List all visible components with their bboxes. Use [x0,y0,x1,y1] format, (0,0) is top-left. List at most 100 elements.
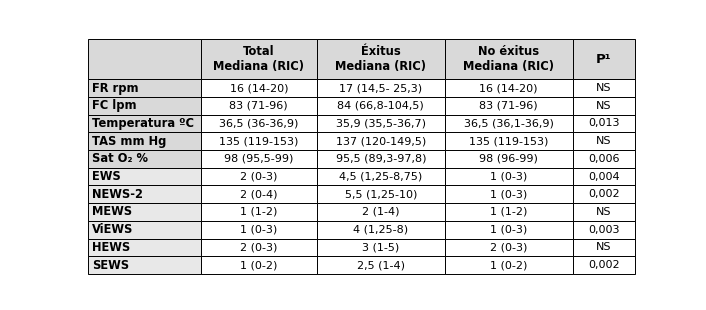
Text: 36,5 (36,1-36,9): 36,5 (36,1-36,9) [464,118,554,128]
Text: 98 (95,5-99): 98 (95,5-99) [224,154,294,164]
Bar [201,115,317,132]
Bar [317,97,445,115]
Text: ViEWS: ViEWS [92,223,133,236]
Text: EWS: EWS [92,170,121,183]
Bar [573,115,635,132]
Bar [88,115,201,132]
Text: FC lpm: FC lpm [92,99,137,112]
Text: NS: NS [597,207,612,217]
Bar [88,185,201,203]
Text: 0,006: 0,006 [588,154,620,164]
Bar [573,256,635,274]
Bar [88,97,201,115]
Bar [88,39,201,79]
Bar [573,97,635,115]
Text: 1 (1-2): 1 (1-2) [240,207,277,217]
Text: 0,002: 0,002 [588,260,620,270]
Text: No éxitus
Mediana (RIC): No éxitus Mediana (RIC) [463,45,554,73]
Text: 4,5 (1,25-8,75): 4,5 (1,25-8,75) [339,171,422,182]
Bar [317,150,445,168]
Bar [201,132,317,150]
Bar [317,185,445,203]
Text: Temperatura ºC: Temperatura ºC [92,117,194,130]
Text: NEWS-2: NEWS-2 [92,188,143,201]
Text: 2,5 (1-4): 2,5 (1-4) [357,260,405,270]
Bar [317,239,445,256]
Text: NS: NS [597,83,612,93]
Text: 36,5 (36-36,9): 36,5 (36-36,9) [219,118,299,128]
Bar [88,221,201,239]
Text: P¹: P¹ [596,53,612,66]
Bar [88,203,201,221]
Text: 4 (1,25-8): 4 (1,25-8) [353,225,408,235]
Bar [573,150,635,168]
Bar [88,79,201,97]
Text: 1 (0-3): 1 (0-3) [240,225,277,235]
Text: SEWS: SEWS [92,259,129,272]
Bar [201,256,317,274]
Bar [88,256,201,274]
Text: 95,5 (89,3-97,8): 95,5 (89,3-97,8) [335,154,426,164]
Bar [445,39,573,79]
Bar [573,239,635,256]
Text: 2 (0-3): 2 (0-3) [240,171,277,182]
Bar [573,221,635,239]
Bar [317,132,445,150]
Bar [88,239,201,256]
Text: NS: NS [597,101,612,111]
Bar [317,168,445,185]
Text: FR rpm: FR rpm [92,82,139,95]
Text: 0,003: 0,003 [588,225,620,235]
Bar [573,185,635,203]
Bar [201,39,317,79]
Bar [317,221,445,239]
Bar [88,150,201,168]
Bar [317,115,445,132]
Bar [201,239,317,256]
Bar [445,239,573,256]
Text: 1 (0-3): 1 (0-3) [490,171,527,182]
Text: 137 (120-149,5): 137 (120-149,5) [335,136,426,146]
Text: 135 (119-153): 135 (119-153) [469,136,549,146]
Text: 1 (0-2): 1 (0-2) [240,260,277,270]
Text: 0,004: 0,004 [588,171,620,182]
Bar [445,79,573,97]
Bar [201,79,317,97]
Text: MEWS: MEWS [92,206,132,219]
Bar [445,132,573,150]
Text: Total
Mediana (RIC): Total Mediana (RIC) [213,45,304,73]
Bar [445,150,573,168]
Bar [445,185,573,203]
Text: 17 (14,5- 25,3): 17 (14,5- 25,3) [340,83,422,93]
Text: 83 (71-96): 83 (71-96) [229,101,288,111]
Bar [573,132,635,150]
Bar [201,203,317,221]
Text: 2 (0-4): 2 (0-4) [240,189,277,199]
Text: 5,5 (1,25-10): 5,5 (1,25-10) [345,189,417,199]
Text: 1 (0-3): 1 (0-3) [490,225,527,235]
Bar [88,132,201,150]
Bar [317,39,445,79]
Text: HEWS: HEWS [92,241,131,254]
Text: 2 (1-4): 2 (1-4) [362,207,400,217]
Bar [88,168,201,185]
Text: 1 (0-3): 1 (0-3) [490,189,527,199]
Bar [573,168,635,185]
Text: NS: NS [597,136,612,146]
Text: 16 (14-20): 16 (14-20) [229,83,288,93]
Text: 35,9 (35,5-36,7): 35,9 (35,5-36,7) [336,118,426,128]
Text: 0,002: 0,002 [588,189,620,199]
Text: 0,013: 0,013 [588,118,620,128]
Bar [573,39,635,79]
Bar [317,256,445,274]
Bar [201,168,317,185]
Bar [201,185,317,203]
Text: 135 (119-153): 135 (119-153) [219,136,299,146]
Bar [445,115,573,132]
Bar [201,150,317,168]
Text: TAS mm Hg: TAS mm Hg [92,135,167,148]
Text: 2 (0-3): 2 (0-3) [490,242,527,252]
Text: 1 (0-2): 1 (0-2) [490,260,527,270]
Text: 2 (0-3): 2 (0-3) [240,242,277,252]
Text: 1 (1-2): 1 (1-2) [490,207,527,217]
